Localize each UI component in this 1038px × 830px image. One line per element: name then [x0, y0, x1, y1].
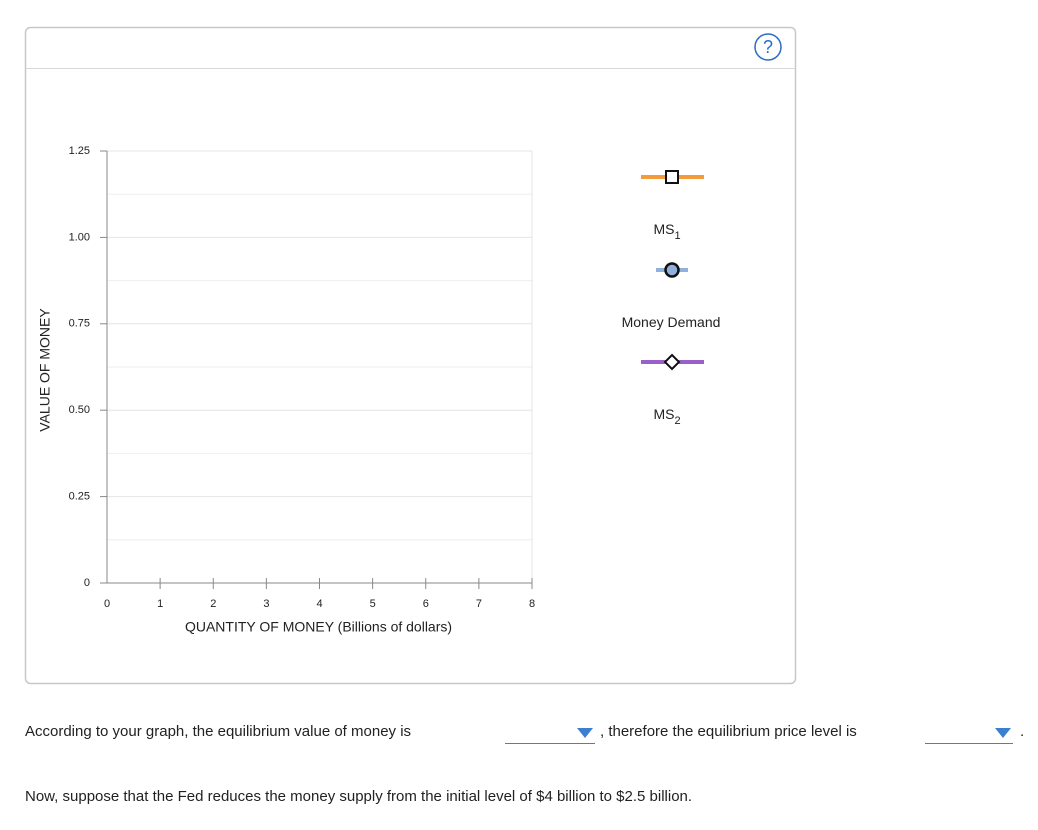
- x-tick-label: 7: [476, 598, 482, 610]
- tool-marker[interactable]: [665, 170, 679, 184]
- help-button[interactable]: ?: [754, 33, 782, 61]
- question-text-2: , therefore the equilibrium price level …: [600, 723, 857, 740]
- y-tick-label: 0.25: [69, 491, 90, 503]
- drawing-tool[interactable]: MS2: [641, 353, 704, 427]
- x-tick-label: 4: [316, 598, 322, 610]
- tool-label: MS2: [653, 406, 680, 427]
- note-text: Now, suppose that the Fed reduces the mo…: [25, 788, 693, 805]
- x-tick-label: 3: [263, 598, 269, 610]
- x-axis-label: QUANTITY OF MONEY (Billions of dollars): [185, 619, 452, 635]
- y-tick-label: 1.25: [69, 145, 90, 157]
- tool-label-main: MS: [653, 406, 674, 422]
- tool-label-main: Money Demand: [622, 314, 721, 330]
- price-dropdown[interactable]: [925, 723, 1013, 744]
- tool-label: MS1: [653, 221, 680, 242]
- question-text-3: .: [1020, 723, 1025, 740]
- y-tick-label: 1.00: [69, 231, 90, 243]
- x-tick-label: 0: [104, 598, 110, 610]
- tool-marker[interactable]: [663, 353, 681, 371]
- x-tick-label: 5: [370, 598, 376, 610]
- panel-border: [24, 26, 797, 685]
- help-circle[interactable]: [754, 33, 782, 61]
- y-axis-label: VALUE OF MONEY: [37, 308, 53, 432]
- x-tick-label: 2: [210, 598, 216, 610]
- drawing-tool[interactable]: Money Demand: [622, 262, 721, 330]
- x-tick-label: 1: [157, 598, 163, 610]
- tool-label-main: MS: [653, 221, 674, 237]
- y-tick-label: 0: [84, 577, 90, 589]
- tool-label-subscript: 1: [674, 230, 680, 242]
- help-text[interactable]: ?: [763, 37, 773, 57]
- x-tick-label: 8: [529, 598, 535, 610]
- y-tick-label: 0.50: [69, 404, 90, 416]
- y-tick-label: 0.75: [69, 318, 90, 330]
- tool-label-subscript: 2: [674, 415, 680, 427]
- graph-panel: ? 0 0.25 0.50 0.75 1.00 1.25 0 1 2 3 4 5 6 7 8 QUANTITY…: [24, 26, 797, 685]
- question-text-1: According to your graph, the equilibrium…: [25, 723, 412, 740]
- drawing-tool[interactable]: MS1: [641, 170, 704, 242]
- x-tick-label: 6: [423, 598, 429, 610]
- tool-label: Money Demand: [622, 314, 721, 330]
- value-dropdown[interactable]: [505, 723, 595, 744]
- tool-marker[interactable]: [664, 262, 680, 278]
